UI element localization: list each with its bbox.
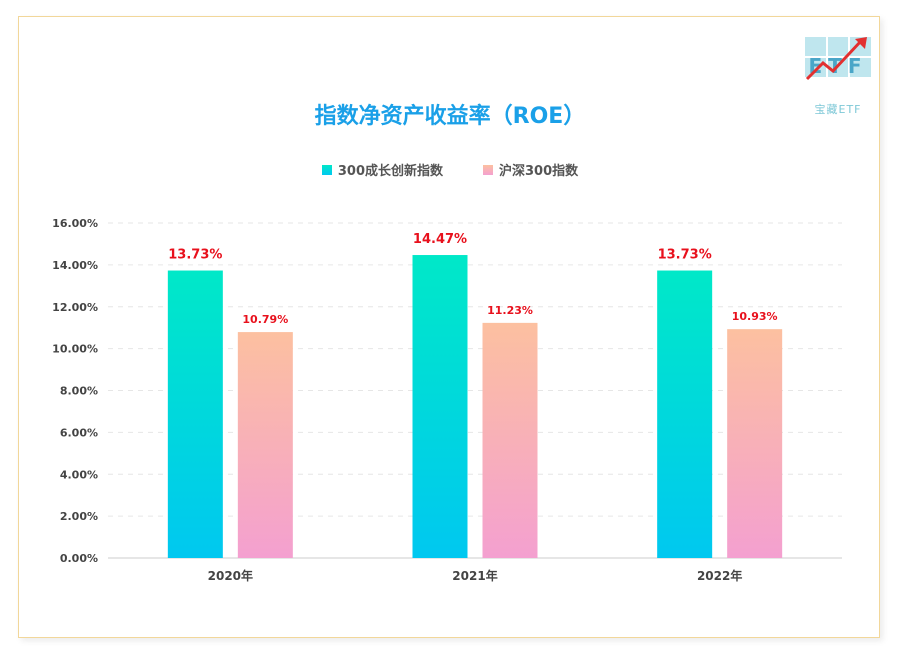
y-tick-label: 14.00%	[52, 259, 98, 272]
bar-series-2	[727, 329, 783, 558]
data-label-series-2: 10.79%	[242, 313, 288, 326]
bar-series-2	[237, 332, 293, 558]
bar-series-1	[657, 270, 713, 558]
y-tick-label: 8.00%	[60, 385, 98, 398]
brand-logo: ETF 宝藏ETF	[803, 35, 873, 116]
chart-title: 指数净资产收益率（ROE）	[314, 104, 586, 129]
etf-logo-icon: ETF	[805, 37, 871, 81]
bar-series-2	[482, 322, 538, 558]
logo-mark: ETF	[809, 54, 868, 78]
legend-label-series-1: 300成长创新指数	[337, 164, 443, 179]
legend-swatch-series-2	[483, 164, 493, 175]
data-label-series-1: 13.73%	[168, 248, 222, 263]
legend-swatch-series-1	[321, 164, 332, 175]
x-category-label: 2021年	[452, 568, 497, 583]
data-label-series-2: 10.93%	[732, 310, 778, 323]
y-tick-label: 0.00%	[60, 552, 98, 565]
y-tick-label: 10.00%	[52, 343, 98, 356]
y-tick-label: 6.00%	[60, 426, 98, 439]
chart-legend: 300成长创新指数 沪深300指数	[0, 160, 900, 179]
y-tick-label: 16.00%	[52, 217, 98, 230]
legend-item-series-1[interactable]: 300成长创新指数	[321, 160, 443, 179]
legend-label-series-2: 沪深300指数	[499, 164, 579, 179]
y-tick-label: 12.00%	[52, 301, 98, 314]
bar-series-1	[412, 255, 468, 559]
data-label-series-1: 13.73%	[658, 248, 712, 263]
y-tick-label: 2.00%	[60, 510, 98, 523]
legend-item-series-2[interactable]: 沪深300指数	[483, 160, 578, 179]
bar-series-1	[167, 270, 223, 558]
x-category-label: 2020年	[208, 568, 253, 583]
labels: 0.00% 2.00% 4.00% 6.00% 8.00% 10.00% 12.00% 14.…	[52, 217, 777, 583]
grid-lines	[108, 222, 842, 559]
data-label-series-1: 14.47%	[413, 232, 467, 247]
bars	[167, 255, 783, 559]
logo-caption: 宝藏ETF	[814, 103, 862, 116]
y-tick-label: 4.00%	[60, 468, 98, 481]
x-category-label: 2022年	[697, 568, 742, 583]
data-label-series-2: 11.23%	[487, 304, 533, 317]
